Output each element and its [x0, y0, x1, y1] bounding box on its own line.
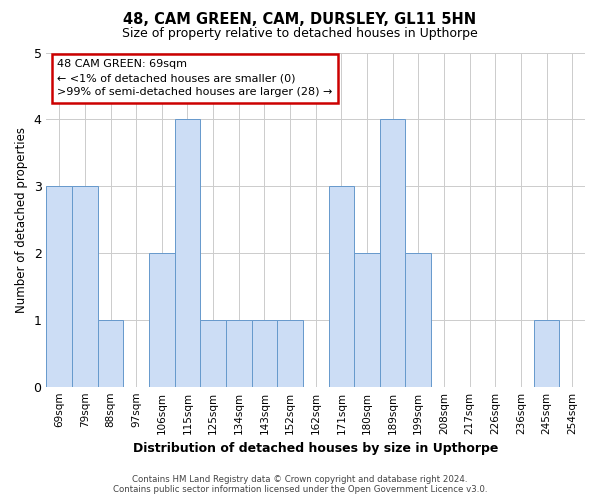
- Bar: [46, 186, 72, 386]
- Text: Contains HM Land Registry data © Crown copyright and database right 2024.: Contains HM Land Registry data © Crown c…: [132, 475, 468, 484]
- Text: Contains public sector information licensed under the Open Government Licence v3: Contains public sector information licen…: [113, 485, 487, 494]
- Y-axis label: Number of detached properties: Number of detached properties: [15, 126, 28, 312]
- Bar: [149, 253, 175, 386]
- Bar: [98, 320, 124, 386]
- Bar: [354, 253, 380, 386]
- Bar: [277, 320, 303, 386]
- Bar: [380, 120, 406, 386]
- Text: 48, CAM GREEN, CAM, DURSLEY, GL11 5HN: 48, CAM GREEN, CAM, DURSLEY, GL11 5HN: [124, 12, 476, 28]
- Bar: [406, 253, 431, 386]
- Bar: [251, 320, 277, 386]
- Bar: [534, 320, 559, 386]
- Bar: [200, 320, 226, 386]
- Bar: [329, 186, 354, 386]
- Text: Size of property relative to detached houses in Upthorpe: Size of property relative to detached ho…: [122, 28, 478, 40]
- Text: 48 CAM GREEN: 69sqm
← <1% of detached houses are smaller (0)
>99% of semi-detach: 48 CAM GREEN: 69sqm ← <1% of detached ho…: [57, 59, 332, 97]
- X-axis label: Distribution of detached houses by size in Upthorpe: Distribution of detached houses by size …: [133, 442, 499, 455]
- Bar: [175, 120, 200, 386]
- Bar: [226, 320, 251, 386]
- Bar: [72, 186, 98, 386]
